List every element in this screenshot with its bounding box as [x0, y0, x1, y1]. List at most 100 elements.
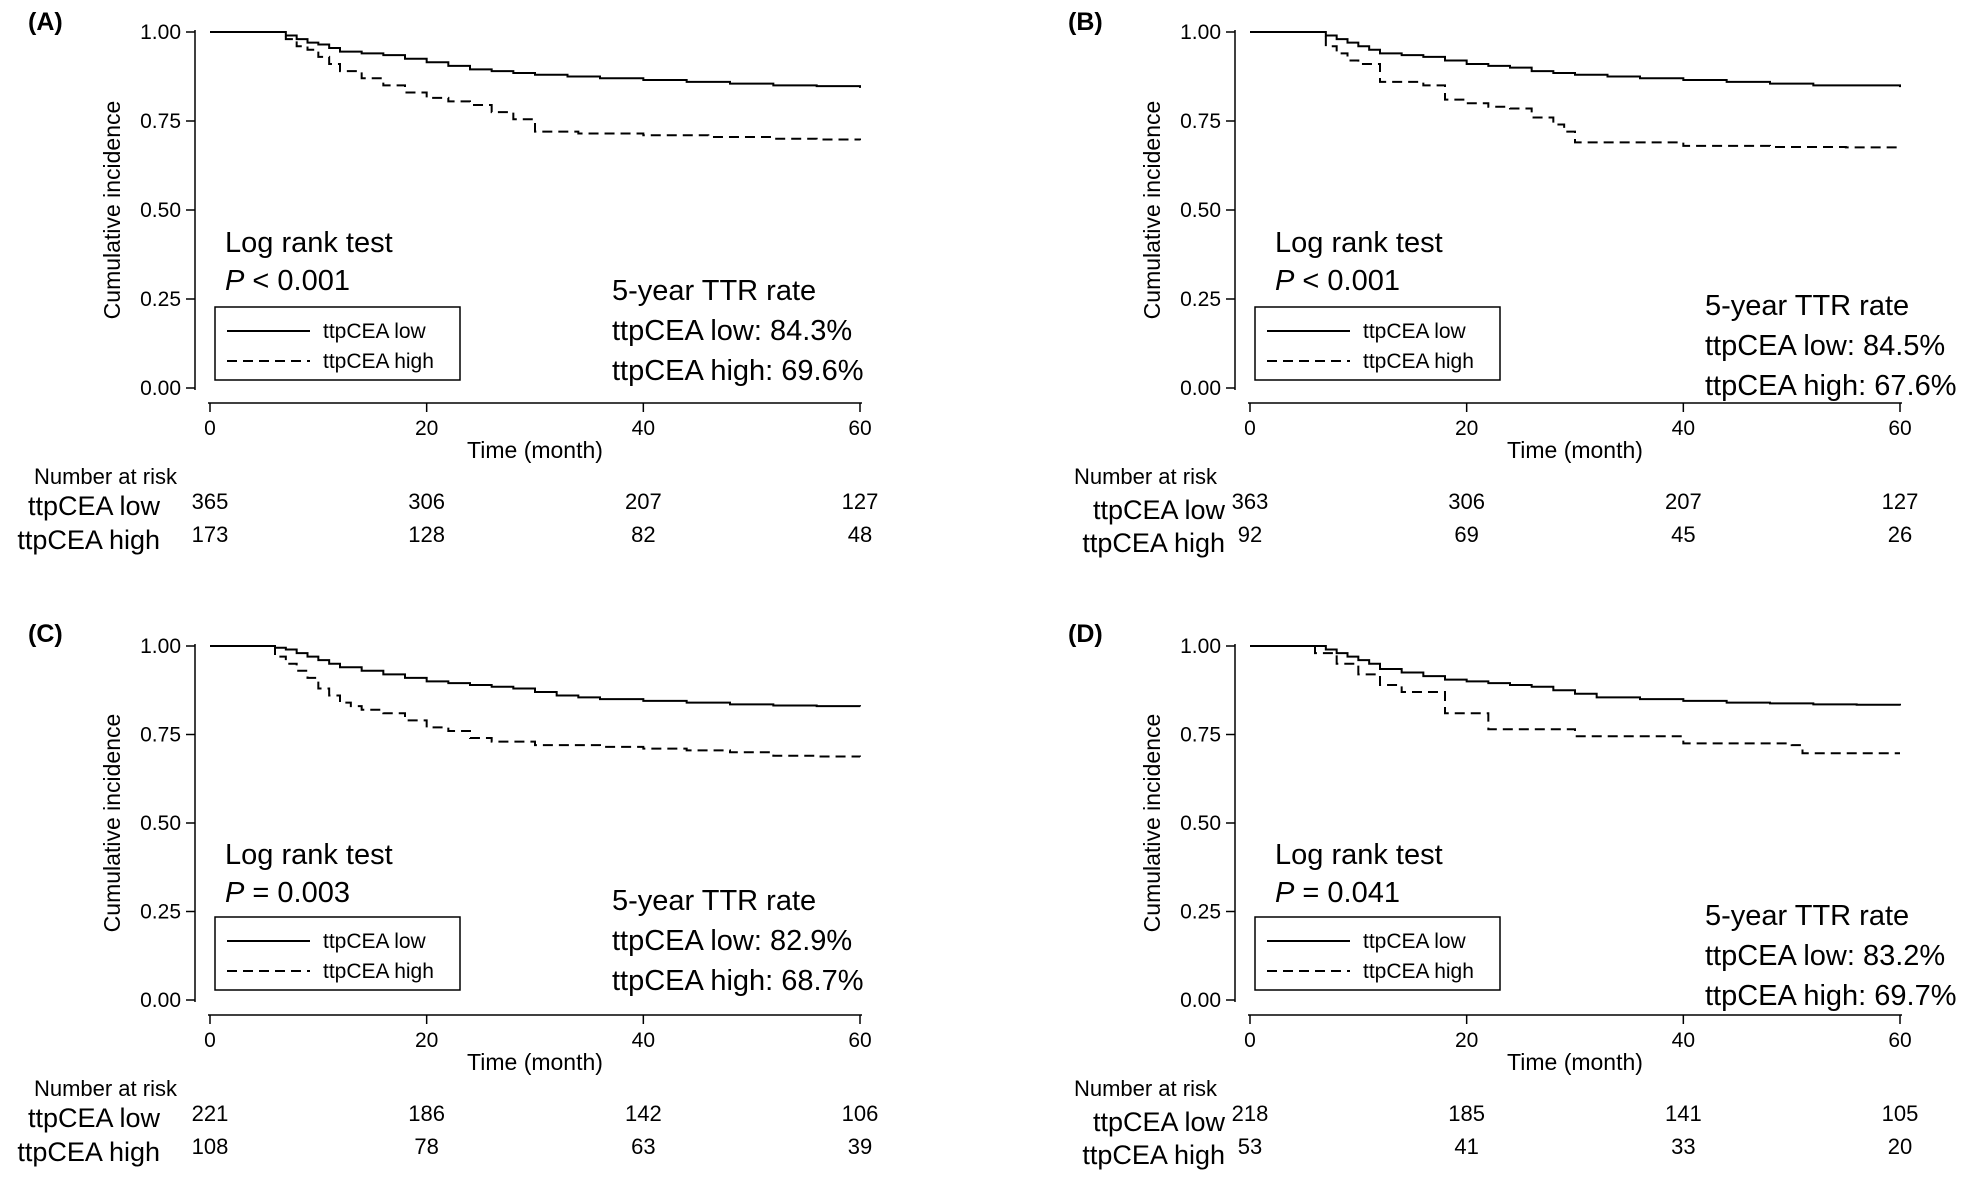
p-value-text: P = 0.041 [1275, 877, 1400, 909]
risk-count-low: 365 [192, 489, 229, 514]
risk-count-high: 78 [414, 1134, 438, 1159]
rate-title: 5-year TTR rate [612, 885, 816, 917]
risk-count-low: 142 [625, 1101, 662, 1126]
p-symbol: P [1275, 265, 1295, 297]
risk-group-low: ttpCEA low [1093, 495, 1226, 525]
legend: ttpCEA low ttpCEA high [1254, 306, 1501, 381]
risk-count-high: 108 [192, 1134, 229, 1159]
risk-count-high: 53 [1238, 1134, 1262, 1159]
panel-b: (B) 0.00 0.25 0.50 0.75 1.00 0 20 40 60 Time (mont… [1068, 8, 1957, 558]
x-tick-label: 60 [1888, 417, 1911, 440]
x-axis-title: Time (month) [467, 437, 603, 463]
y-tick-label: 0.75 [140, 724, 181, 747]
risk-group-high: ttpCEA high [17, 525, 160, 555]
risk-count-low: 186 [408, 1101, 445, 1126]
x-tick-label: 60 [1888, 1029, 1911, 1052]
risk-group-high: ttpCEA high [1082, 528, 1225, 558]
risk-count-low: 221 [192, 1101, 229, 1126]
risk-group-high: ttpCEA high [17, 1137, 160, 1167]
p-value-text: P < 0.001 [1275, 265, 1400, 297]
y-tick-label: 0.50 [1180, 199, 1221, 222]
legend-box [214, 916, 461, 991]
y-tick-label: 0.50 [1180, 812, 1221, 835]
curve-ttpcea-high [1250, 31, 1900, 149]
log-rank-title: Log rank test [1275, 227, 1443, 259]
risk-count-low: 105 [1882, 1101, 1919, 1126]
y-tick-label: 0.00 [1180, 989, 1221, 1012]
risk-table-title: Number at risk [34, 464, 178, 489]
risk-count-low: 306 [408, 489, 445, 514]
x-tick-label: 20 [1455, 1029, 1478, 1052]
risk-group-low: ttpCEA low [28, 1103, 161, 1133]
rate-title: 5-year TTR rate [1705, 900, 1909, 932]
risk-count-low: 106 [842, 1101, 879, 1126]
panel-d: (D) 0.00 0.25 0.50 0.75 1.00 0 20 40 60 Time (mont… [1068, 620, 1957, 1170]
risk-count-low: 363 [1232, 489, 1269, 514]
y-axis-title: Cumulative incidence [1139, 714, 1165, 933]
panel-label: (C) [28, 620, 63, 648]
p-value-text: P < 0.001 [225, 265, 350, 297]
p-value-text: P = 0.003 [225, 877, 350, 909]
y-tick-label: 0.25 [140, 901, 181, 924]
risk-count-high: 45 [1671, 522, 1695, 547]
x-tick-label: 20 [1455, 417, 1478, 440]
risk-count-low: 218 [1232, 1101, 1269, 1126]
rate-high: ttpCEA high: 69.7% [1705, 980, 1957, 1012]
y-tick-label: 1.00 [140, 635, 181, 658]
risk-table-title: Number at risk [1074, 464, 1218, 489]
x-tick-label: 20 [415, 417, 438, 440]
rate-title: 5-year TTR rate [612, 275, 816, 307]
p-symbol: P [225, 265, 245, 297]
panel-label: (D) [1068, 620, 1103, 648]
x-axis-title: Time (month) [1507, 1049, 1643, 1075]
panel-label: (B) [1068, 8, 1103, 36]
log-rank-title: Log rank test [225, 227, 393, 259]
x-tick-label: 60 [848, 1029, 871, 1052]
y-tick-label: 0.75 [1180, 724, 1221, 747]
curve-ttpcea-high [210, 645, 861, 758]
risk-group-low: ttpCEA low [1093, 1107, 1226, 1137]
risk-group-high: ttpCEA high [1082, 1140, 1225, 1170]
risk-count-low: 207 [1665, 489, 1702, 514]
risk-count-high: 82 [631, 522, 655, 547]
curve-ttpcea-low [210, 31, 861, 88]
x-tick-label: 20 [415, 1029, 438, 1052]
legend-box [214, 306, 461, 381]
p-value: = 0.003 [244, 877, 350, 909]
risk-count-low: 306 [1448, 489, 1485, 514]
rate-low: ttpCEA low: 84.5% [1705, 330, 1945, 362]
p-symbol: P [1275, 877, 1295, 909]
legend-label-high: ttpCEA high [1363, 350, 1474, 373]
log-rank-title: Log rank test [1275, 839, 1443, 871]
risk-count-high: 92 [1238, 522, 1262, 547]
risk-count-high: 39 [848, 1134, 872, 1159]
risk-count-high: 69 [1454, 522, 1478, 547]
rate-title: 5-year TTR rate [1705, 290, 1909, 322]
rate-low: ttpCEA low: 82.9% [612, 925, 852, 957]
risk-count-low: 127 [842, 489, 879, 514]
y-tick-label: 1.00 [1180, 21, 1221, 44]
legend-label-high: ttpCEA high [323, 350, 434, 373]
y-tick-label: 0.00 [140, 989, 181, 1012]
curve-ttpcea-high [1250, 645, 1900, 755]
p-value: < 0.001 [244, 265, 350, 297]
risk-table-title: Number at risk [34, 1076, 178, 1101]
legend: ttpCEA low ttpCEA high [214, 916, 461, 991]
x-tick-label: 40 [632, 417, 655, 440]
legend-label-low: ttpCEA low [323, 930, 427, 953]
risk-count-high: 63 [631, 1134, 655, 1159]
y-tick-label: 0.00 [140, 377, 181, 400]
y-tick-label: 0.25 [1180, 288, 1221, 311]
risk-count-low: 207 [625, 489, 662, 514]
x-tick-label: 40 [1672, 417, 1695, 440]
y-tick-label: 1.00 [140, 21, 181, 44]
y-tick-label: 0.00 [1180, 377, 1221, 400]
y-tick-label: 0.75 [140, 110, 181, 133]
risk-count-high: 26 [1888, 522, 1912, 547]
risk-count-low: 127 [1882, 489, 1919, 514]
curve-ttpcea-low [1250, 645, 1901, 706]
y-axis-title: Cumulative incidence [99, 714, 125, 933]
legend-label-low: ttpCEA low [1363, 930, 1467, 953]
